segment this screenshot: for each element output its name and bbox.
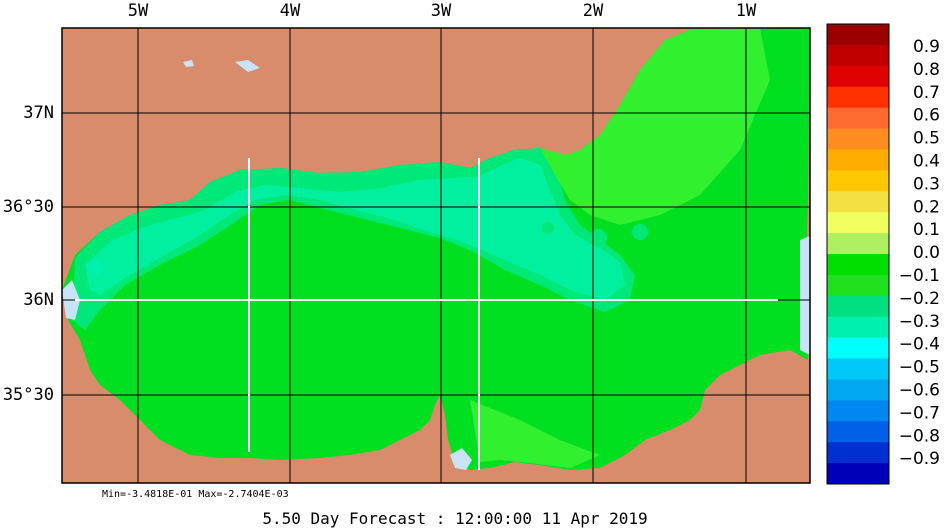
colorbar-label: 0.7	[913, 83, 940, 103]
colorbar-swatch	[827, 149, 889, 171]
colorbar-swatch	[827, 212, 889, 234]
colorbar-label: −0.7	[899, 403, 940, 423]
colorbar-swatch	[827, 358, 889, 380]
sea-anomaly-patch	[470, 400, 600, 468]
colorbar-swatch	[827, 254, 889, 276]
colorbar-swatch	[827, 379, 889, 401]
colorbar-label: 0.0	[913, 243, 940, 263]
lon-labels: 5W 4W 3W 2W 1W	[128, 1, 757, 21]
colorbar-swatch	[827, 274, 889, 297]
colorbar-label: −0.3	[899, 312, 940, 332]
colorbar-swatch	[827, 400, 889, 422]
colorbar-swatch	[827, 24, 889, 46]
shallow-water	[87, 260, 103, 276]
colorbar-swatch	[827, 337, 889, 360]
colorbar-label: 0.1	[913, 220, 940, 240]
map-frame	[61, 27, 811, 484]
shallow-water	[800, 236, 810, 355]
lat-label: 36N	[23, 290, 54, 310]
lon-label: 1W	[736, 1, 757, 21]
shallow-water	[589, 229, 607, 247]
forecast-caption: 5.50 Day Forecast : 12:00:00 11 Apr 2019	[262, 509, 647, 528]
section-lines	[75, 158, 778, 470]
shallow-water	[542, 222, 554, 234]
shallow-water	[450, 448, 472, 470]
colorbar-swatch	[827, 191, 889, 213]
colorbar-label: −0.9	[899, 449, 940, 469]
lat-labels: 37N 36°30 36N 35°30	[3, 103, 54, 405]
lon-label: 5W	[128, 1, 149, 21]
colorbar-label: −0.8	[899, 426, 940, 446]
colorbar-label: −0.2	[899, 289, 940, 309]
lat-label: 37N	[23, 103, 54, 123]
map-panel: 5W 4W 3W 2W 1W 37N 36°30 36N 35°30 Min=-…	[3, 1, 811, 528]
colorbar-swatch	[827, 86, 889, 109]
lon-label: 2W	[583, 1, 604, 21]
colorbar-label: 0.6	[913, 106, 940, 126]
colorbar-label: 0.3	[913, 174, 940, 194]
colorbar-label: 0.9	[913, 37, 940, 57]
colorbar-swatch	[827, 65, 889, 88]
shallow-water	[235, 60, 260, 72]
colorbar-swatch	[827, 107, 889, 130]
lon-label: 4W	[280, 1, 301, 21]
colorbar-swatch	[827, 463, 889, 485]
colorbar-swatch	[827, 128, 889, 150]
colorbar-swatch	[827, 316, 889, 339]
sea-anomaly-strip	[85, 158, 625, 300]
colorbar-label: 0.4	[913, 152, 940, 172]
colorbar-swatch	[827, 233, 889, 255]
lat-label: 35°30	[3, 385, 54, 405]
colorbar-label: 0.5	[913, 129, 940, 149]
colorbar-label: 0.8	[913, 60, 940, 80]
colorbar-swatch	[827, 295, 889, 318]
colorbar-swatch	[827, 44, 889, 67]
lon-label: 3W	[431, 1, 452, 21]
shallow-water	[719, 179, 725, 185]
shallow-water	[183, 60, 194, 67]
colorbar: 0.9 0.8 0.7 0.6 0.5 0.40.3 0.2 0.1 0.0 −0.1 −0.2 −0…	[826, 23, 940, 485]
colorbar-label: −0.5	[899, 358, 940, 378]
colorbar-label: −0.4	[899, 335, 940, 355]
colorbar-swatch	[827, 421, 889, 443]
colorbar-swatch	[827, 170, 889, 192]
sea-anomaly-patch	[540, 28, 770, 225]
shallow-water	[632, 224, 648, 240]
colorbar-swatch	[827, 442, 889, 464]
colorbar-label: −0.1	[899, 266, 940, 286]
lat-label: 36°30	[3, 197, 54, 217]
colorbar-label: −0.6	[899, 381, 940, 401]
colorbar-label: 0.2	[913, 197, 940, 217]
min-max-stats: Min=-3.4818E-01 Max=-2.7404E-03	[102, 489, 289, 500]
colorbar-frame	[826, 23, 890, 485]
